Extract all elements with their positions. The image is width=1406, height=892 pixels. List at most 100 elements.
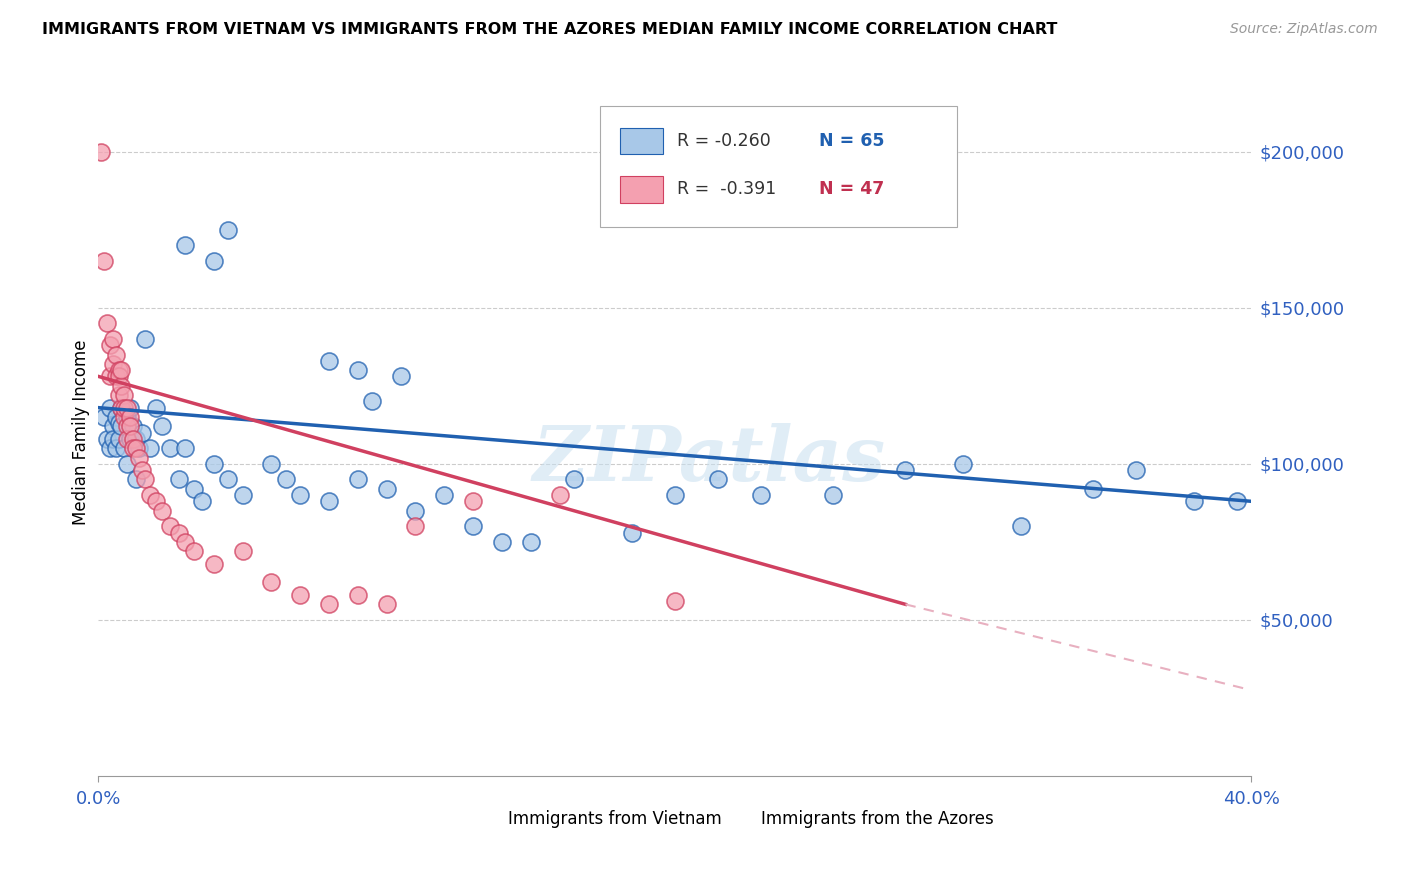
- Point: [361, 394, 384, 409]
- Point: [104, 369, 127, 384]
- Point: [134, 332, 156, 346]
- Point: [117, 457, 139, 471]
- Point: [520, 534, 543, 549]
- Point: [96, 432, 118, 446]
- Point: [110, 401, 132, 415]
- Point: [167, 525, 190, 540]
- Point: [145, 401, 167, 415]
- Point: [174, 534, 197, 549]
- Point: [110, 401, 132, 415]
- Point: [101, 332, 124, 346]
- Point: [104, 347, 127, 362]
- Point: [125, 442, 148, 455]
- Point: [1081, 482, 1104, 496]
- Point: [122, 442, 145, 455]
- Point: [433, 488, 456, 502]
- Point: [461, 519, 484, 533]
- Bar: [620, 128, 664, 154]
- Point: [346, 588, 368, 602]
- Point: [823, 488, 845, 502]
- Point: [174, 238, 197, 252]
- Point: [139, 442, 162, 455]
- Point: [231, 544, 254, 558]
- Point: [260, 457, 283, 471]
- Point: [183, 544, 205, 558]
- Point: [117, 410, 139, 425]
- Point: [125, 472, 148, 486]
- Point: [405, 503, 427, 517]
- Point: [260, 575, 283, 590]
- Point: [104, 410, 127, 425]
- Text: IMMIGRANTS FROM VIETNAM VS IMMIGRANTS FROM THE AZORES MEDIAN FAMILY INCOME CORRE: IMMIGRANTS FROM VIETNAM VS IMMIGRANTS FR…: [42, 22, 1057, 37]
- Point: [751, 488, 773, 502]
- Point: [952, 457, 974, 471]
- Point: [110, 378, 132, 392]
- Point: [191, 494, 214, 508]
- Point: [290, 588, 312, 602]
- Point: [159, 519, 181, 533]
- Point: [122, 432, 145, 446]
- Point: [107, 369, 129, 384]
- Point: [620, 525, 643, 540]
- Text: R =  -0.391: R = -0.391: [678, 180, 776, 199]
- Point: [122, 419, 145, 434]
- Point: [112, 388, 135, 402]
- Point: [98, 338, 121, 352]
- Point: [346, 472, 368, 486]
- Point: [117, 419, 139, 434]
- Point: [491, 534, 513, 549]
- Text: N = 65: N = 65: [818, 132, 884, 151]
- Point: [107, 363, 129, 377]
- Point: [664, 594, 686, 608]
- Point: [202, 557, 225, 571]
- Point: [1182, 494, 1205, 508]
- Point: [145, 494, 167, 508]
- Point: [139, 488, 162, 502]
- Point: [131, 425, 153, 440]
- Y-axis label: Median Family Income: Median Family Income: [72, 340, 90, 525]
- Point: [93, 410, 115, 425]
- Point: [217, 472, 239, 486]
- Point: [112, 410, 135, 425]
- Point: [664, 488, 686, 502]
- Text: N = 47: N = 47: [818, 180, 884, 199]
- FancyBboxPatch shape: [600, 106, 957, 227]
- Point: [159, 442, 181, 455]
- Point: [120, 432, 142, 446]
- Point: [112, 401, 135, 415]
- Point: [894, 463, 917, 477]
- Point: [120, 410, 142, 425]
- Point: [120, 419, 142, 434]
- Point: [562, 472, 585, 486]
- Point: [131, 463, 153, 477]
- Point: [107, 416, 129, 431]
- Point: [461, 494, 484, 508]
- Point: [134, 472, 156, 486]
- Text: ZIPatlas: ZIPatlas: [533, 423, 886, 497]
- Point: [548, 488, 571, 502]
- Text: Immigrants from the Azores: Immigrants from the Azores: [762, 810, 994, 828]
- Point: [107, 432, 129, 446]
- Point: [183, 482, 205, 496]
- Point: [202, 457, 225, 471]
- Point: [405, 519, 427, 533]
- Point: [93, 253, 115, 268]
- Point: [217, 222, 239, 236]
- Text: Source: ZipAtlas.com: Source: ZipAtlas.com: [1230, 22, 1378, 37]
- Text: R = -0.260: R = -0.260: [678, 132, 770, 151]
- Point: [375, 482, 398, 496]
- Text: Immigrants from Vietnam: Immigrants from Vietnam: [508, 810, 721, 828]
- Point: [1010, 519, 1032, 533]
- Point: [104, 442, 127, 455]
- Point: [90, 145, 112, 159]
- Point: [110, 419, 132, 434]
- Point: [112, 442, 135, 455]
- Point: [1226, 494, 1249, 508]
- Point: [318, 494, 340, 508]
- Point: [120, 401, 142, 415]
- Bar: [620, 177, 664, 202]
- Point: [346, 363, 368, 377]
- Point: [101, 419, 124, 434]
- Point: [125, 432, 148, 446]
- Point: [150, 503, 173, 517]
